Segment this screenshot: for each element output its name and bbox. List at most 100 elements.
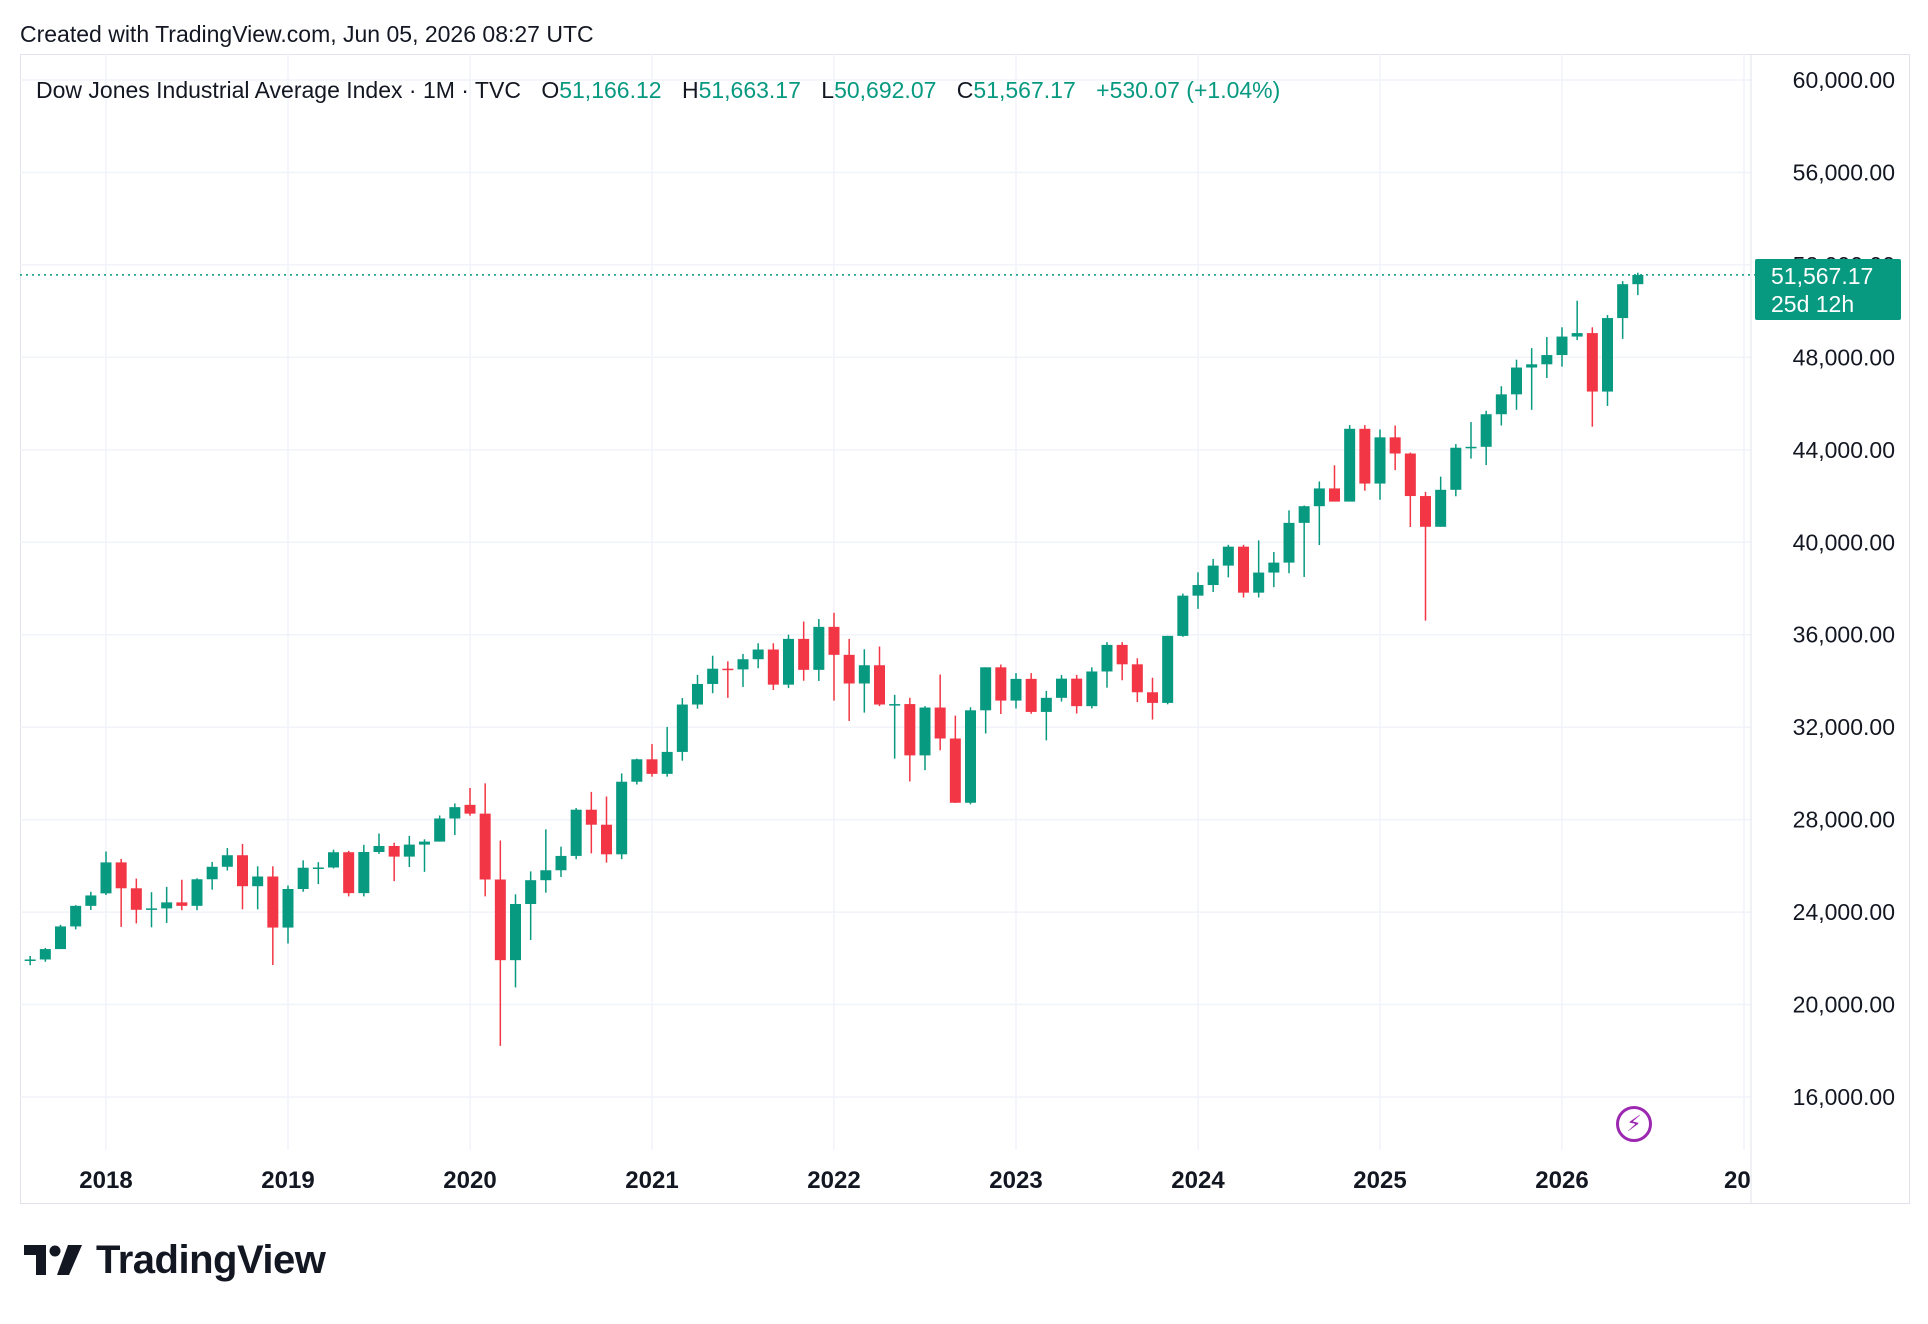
- candle[interactable]: [798, 621, 810, 681]
- candle[interactable]: [1329, 465, 1340, 502]
- candle[interactable]: [874, 646, 885, 707]
- candle[interactable]: [237, 843, 248, 910]
- candle[interactable]: [1025, 673, 1037, 714]
- candle[interactable]: [221, 848, 233, 871]
- candle[interactable]: [176, 879, 188, 911]
- candle[interactable]: [1602, 315, 1613, 406]
- candle[interactable]: [39, 947, 51, 962]
- candle[interactable]: [1586, 327, 1598, 427]
- candle[interactable]: [858, 649, 870, 713]
- candlestick-chart[interactable]: 60,000.0056,000.0052,000.0048,000.0044,0…: [0, 0, 1928, 1230]
- candle[interactable]: [1556, 327, 1568, 367]
- candle[interactable]: [1389, 425, 1401, 471]
- candle[interactable]: [70, 905, 82, 930]
- candle[interactable]: [328, 849, 339, 869]
- candle[interactable]: [191, 878, 203, 911]
- chart-frame[interactable]: [20, 54, 1910, 1204]
- lightning-icon[interactable]: ⚡︎: [1616, 1106, 1652, 1142]
- candle[interactable]: [358, 844, 370, 897]
- candle[interactable]: [1404, 452, 1416, 528]
- candle[interactable]: [464, 787, 476, 816]
- candle[interactable]: [115, 858, 127, 927]
- candle[interactable]: [813, 619, 825, 681]
- candle[interactable]: [252, 866, 264, 910]
- candle[interactable]: [1480, 410, 1492, 466]
- candle[interactable]: [570, 808, 582, 860]
- candle[interactable]: [601, 796, 612, 863]
- candle[interactable]: [692, 674, 703, 709]
- candle[interactable]: [403, 835, 415, 868]
- candle[interactable]: [1571, 300, 1583, 341]
- candle[interactable]: [1131, 658, 1143, 702]
- candle[interactable]: [297, 860, 309, 892]
- candle[interactable]: [1010, 673, 1022, 709]
- candle[interactable]: [1298, 505, 1310, 577]
- candle[interactable]: [1238, 544, 1249, 598]
- candle[interactable]: [267, 866, 279, 966]
- candle[interactable]: [631, 758, 643, 785]
- candle[interactable]: [1511, 359, 1522, 410]
- candle[interactable]: [1192, 572, 1204, 609]
- candle[interactable]: [1420, 491, 1431, 621]
- candle[interactable]: [24, 956, 36, 966]
- candle[interactable]: [1541, 337, 1553, 378]
- candle[interactable]: [934, 674, 946, 751]
- candle[interactable]: [1147, 677, 1158, 720]
- candle[interactable]: [919, 706, 931, 771]
- candle[interactable]: [904, 697, 916, 782]
- candle[interactable]: [1222, 544, 1234, 578]
- candle[interactable]: [752, 643, 764, 669]
- candle[interactable]: [1101, 642, 1113, 688]
- candle[interactable]: [1495, 386, 1507, 426]
- candle[interactable]: [949, 715, 961, 803]
- candle[interactable]: [146, 892, 157, 928]
- candle[interactable]: [525, 871, 537, 941]
- candle[interactable]: [100, 851, 112, 895]
- candle[interactable]: [1450, 444, 1462, 497]
- candle[interactable]: [1207, 558, 1219, 592]
- candle[interactable]: [676, 698, 688, 761]
- candle[interactable]: [661, 726, 673, 777]
- candle[interactable]: [783, 634, 794, 689]
- candle[interactable]: [1632, 272, 1644, 296]
- candle[interactable]: [1465, 422, 1477, 459]
- candle[interactable]: [1056, 674, 1067, 702]
- tradingview-branding[interactable]: TradingView: [24, 1238, 326, 1282]
- candle[interactable]: [206, 861, 218, 890]
- candle[interactable]: [1359, 425, 1371, 491]
- candle[interactable]: [510, 894, 521, 988]
- candle[interactable]: [646, 744, 658, 777]
- candle[interactable]: [1040, 690, 1052, 741]
- candle[interactable]: [1313, 481, 1325, 546]
- candle[interactable]: [1162, 635, 1174, 705]
- candle[interactable]: [1253, 540, 1265, 598]
- candle[interactable]: [995, 664, 1007, 715]
- candle[interactable]: [1071, 674, 1083, 714]
- candle[interactable]: [767, 643, 779, 690]
- candle[interactable]: [1435, 476, 1447, 527]
- candle[interactable]: [828, 612, 840, 701]
- candle[interactable]: [373, 833, 385, 854]
- candle[interactable]: [1177, 593, 1189, 637]
- candle[interactable]: [843, 638, 855, 721]
- candle[interactable]: [1374, 429, 1386, 500]
- candle[interactable]: [707, 655, 719, 694]
- candle[interactable]: [130, 878, 142, 924]
- candle[interactable]: [161, 886, 173, 923]
- candle[interactable]: [540, 829, 552, 893]
- candle[interactable]: [616, 773, 628, 860]
- candle[interactable]: [449, 803, 461, 836]
- candle[interactable]: [737, 653, 749, 687]
- candle[interactable]: [1086, 667, 1098, 709]
- candle[interactable]: [419, 839, 430, 872]
- candle[interactable]: [722, 661, 734, 698]
- candle[interactable]: [1116, 642, 1128, 681]
- candle[interactable]: [388, 842, 400, 882]
- candle[interactable]: [965, 707, 976, 805]
- candle[interactable]: [343, 850, 355, 897]
- candle[interactable]: [434, 815, 446, 842]
- candle[interactable]: [889, 694, 901, 759]
- candle[interactable]: [1283, 510, 1295, 574]
- candle[interactable]: [1344, 425, 1356, 502]
- candle[interactable]: [1268, 551, 1280, 588]
